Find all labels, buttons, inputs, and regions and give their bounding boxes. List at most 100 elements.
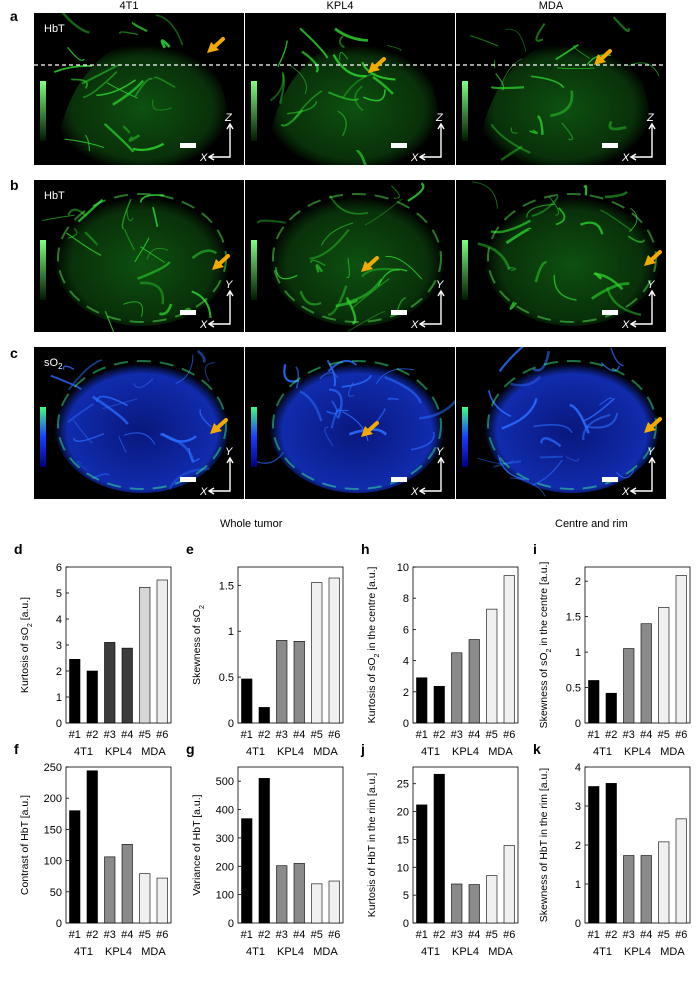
y-tick-label: 100 <box>216 890 234 902</box>
bar <box>293 863 305 924</box>
x-tick-label: #6 <box>328 929 340 941</box>
y-tick-label: 2 <box>56 666 62 678</box>
x-tick-label: #5 <box>311 929 323 941</box>
axes-frame <box>65 766 172 924</box>
panel-letter-i: i <box>533 541 537 557</box>
panel-letter-j: j <box>360 741 365 757</box>
colorbar <box>462 240 468 300</box>
y-tick-label: 200 <box>44 793 62 805</box>
axis-indicator-icon <box>418 456 445 495</box>
image-panel-a-4t1: X Z HbT <box>34 13 244 165</box>
bar <box>675 818 687 924</box>
colorbar <box>462 81 468 141</box>
axis-indicator-icon <box>418 289 445 328</box>
axes-frame <box>237 566 344 724</box>
y-tick-label: 25 <box>397 779 409 791</box>
bar <box>486 608 498 724</box>
y-tick-label: 0 <box>228 918 234 930</box>
bar <box>86 670 98 724</box>
x-tick-label: #1 <box>588 929 600 941</box>
column-label-mda: MDA <box>538 0 564 12</box>
x-tick-label: #1 <box>416 729 428 741</box>
arrow-icon <box>368 57 386 73</box>
x-tick-label: #1 <box>69 929 81 941</box>
bar <box>156 579 168 724</box>
axes-frame <box>412 566 519 724</box>
y-tick-label: 6 <box>56 562 62 574</box>
axis-label-v: Y <box>225 446 233 458</box>
group-label: KPL4 <box>624 746 651 758</box>
bar <box>468 884 480 924</box>
chart-e: e 0 0.5 1 1.5 Skewness of sO2 #1 #2 #3 #4 #5 #6 4T1 K… <box>180 540 350 790</box>
column-label-4t1: 4T1 <box>119 0 139 12</box>
y-axis-label: Skewness of sO2 <box>191 605 206 685</box>
x-tick-label: #3 <box>276 729 288 741</box>
group-label: MDA <box>141 946 166 958</box>
group-label: KPL4 <box>624 946 651 958</box>
x-tick-label: #2 <box>605 729 617 741</box>
group-label: MDA <box>660 946 685 958</box>
bar <box>503 845 515 924</box>
section-title-centre-rim: Centre and rim <box>555 518 628 530</box>
axis-indicator-icon <box>629 122 656 161</box>
x-tick-label: #6 <box>675 929 687 941</box>
axis-label-h: X <box>621 152 630 164</box>
scale-bar <box>602 143 618 148</box>
axis-label-v: Z <box>435 112 444 124</box>
axes-frame <box>584 766 691 924</box>
axis-label-h: X <box>621 319 630 331</box>
arrow-icon <box>361 421 379 437</box>
column-label-kpl4: KPL4 <box>326 0 354 12</box>
group-label: 4T1 <box>421 746 440 758</box>
y-tick-label: 3 <box>575 801 581 813</box>
bar <box>588 786 600 924</box>
y-tick-label: 5 <box>56 588 62 600</box>
colorbar <box>40 81 46 141</box>
axis-indicator-icon <box>207 289 234 328</box>
y-tick-label: 4 <box>575 762 581 774</box>
bar <box>658 607 670 724</box>
image-panel-b-4t1: X Y HbT <box>34 180 244 332</box>
y-axis-label: Contrast of HbT [a.u.] <box>19 795 31 895</box>
axis-label-h: X <box>199 152 208 164</box>
y-tick-label: 100 <box>44 856 62 868</box>
y-tick-label: 4 <box>403 656 409 668</box>
panel-letter-h: h <box>361 541 370 557</box>
chart-i: i 0 0.5 1 1.5 2 Skewness of sO2 in the centre … <box>527 540 697 790</box>
x-tick-label: #5 <box>658 729 670 741</box>
x-tick-label: #3 <box>451 729 463 741</box>
axis-label-v: Z <box>224 112 233 124</box>
y-tick-label: 1 <box>228 626 234 638</box>
panel-letter-b: b <box>10 177 19 193</box>
axis-label-v: Y <box>436 446 444 458</box>
group-label: 4T1 <box>246 946 265 958</box>
x-tick-label: #5 <box>486 729 498 741</box>
group-label: MDA <box>313 746 338 758</box>
x-tick-label: #4 <box>468 929 480 941</box>
bar <box>451 652 463 724</box>
bar <box>258 707 270 724</box>
y-tick-label: 250 <box>44 762 62 774</box>
group-label: KPL4 <box>452 946 479 958</box>
panel-letter-g: g <box>186 741 195 757</box>
x-tick-label: #4 <box>293 929 305 941</box>
group-label: KPL4 <box>452 746 479 758</box>
y-axis-label: Kurtosis of sO2 [a.u.] <box>19 597 34 693</box>
y-tick-label: 1 <box>56 692 62 704</box>
chart-f: f 0 50 100 150 200 250 Contrast of HbT [a.u.] #1… <box>8 740 178 990</box>
arrow-icon <box>594 49 612 65</box>
axis-label-v: Y <box>647 279 655 291</box>
x-tick-label: #1 <box>241 929 253 941</box>
y-tick-label: 4 <box>56 614 62 626</box>
y-tick-label: 50 <box>50 887 62 899</box>
bar <box>605 692 617 724</box>
scale-bar <box>391 477 407 482</box>
x-tick-label: #2 <box>605 929 617 941</box>
x-tick-label: #2 <box>86 729 98 741</box>
arrow-icon <box>644 250 662 266</box>
bar <box>433 686 445 724</box>
x-tick-label: #6 <box>503 729 515 741</box>
y-tick-label: 6 <box>403 624 409 636</box>
